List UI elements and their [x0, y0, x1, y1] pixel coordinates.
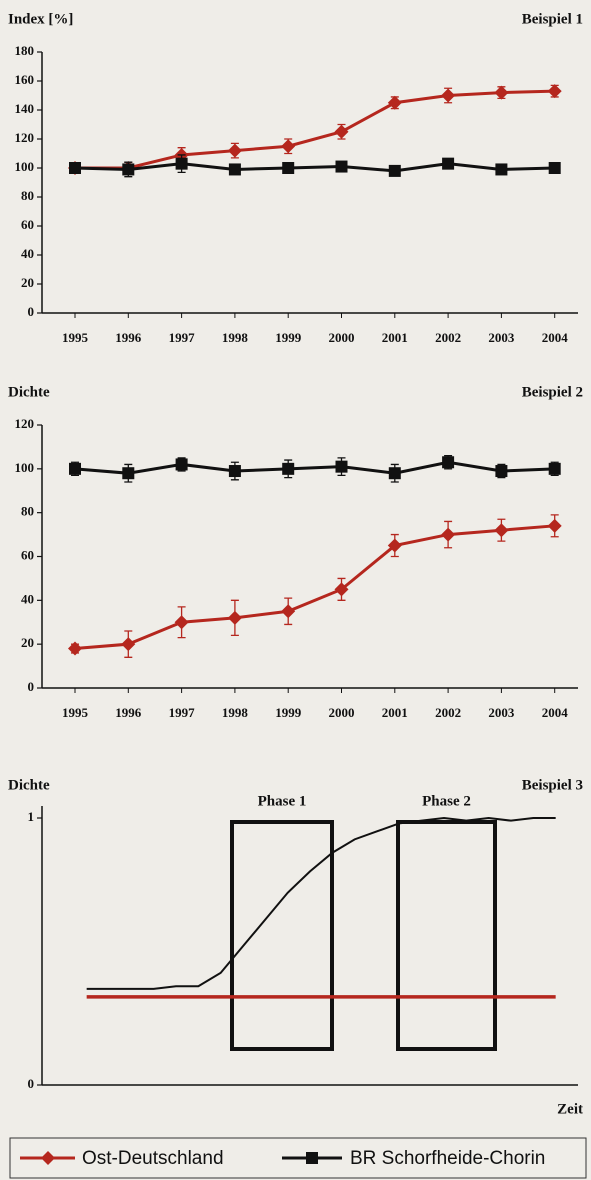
marker: [334, 582, 349, 597]
series-line: [74, 460, 555, 475]
x-tick-label: 2000: [329, 705, 355, 720]
marker: [548, 462, 561, 475]
marker: [495, 465, 508, 478]
x-tick-label: 1997: [169, 705, 196, 720]
y-tick-label: 120: [15, 130, 35, 145]
marker: [281, 604, 296, 619]
marker: [174, 615, 189, 630]
x-tick-label: 1997: [169, 330, 196, 345]
y-tick-label: 160: [15, 72, 35, 87]
marker: [334, 124, 349, 139]
x-tick-label: 2002: [435, 330, 461, 345]
chart-title: Dichte: [8, 777, 50, 793]
marker: [547, 518, 562, 533]
marker: [227, 610, 242, 625]
x-tick-label: 1999: [275, 705, 302, 720]
marker: [495, 163, 508, 176]
marker: [121, 637, 136, 652]
x-tick-label: 1996: [115, 330, 142, 345]
marker: [387, 95, 402, 110]
y-tick-label: 0: [28, 1076, 35, 1091]
y-tick-label: 40: [21, 246, 34, 261]
phase-label: Phase 1: [258, 793, 307, 809]
y-tick-label: 140: [15, 101, 35, 116]
x-tick-label: 1996: [115, 705, 142, 720]
x-tick-label: 2004: [542, 330, 569, 345]
y-tick-label: 80: [21, 504, 34, 519]
chart-title: Index [%]: [8, 11, 73, 27]
x-tick-label: 2003: [488, 330, 515, 345]
marker: [387, 538, 402, 553]
y-tick-label: 80: [21, 188, 34, 203]
marker: [41, 1151, 55, 1165]
x-tick-label: 2001: [382, 330, 408, 345]
series-line: [75, 89, 555, 170]
y-tick-label: 100: [15, 159, 35, 174]
y-tick-label: 120: [15, 416, 35, 431]
y-tick-label: 60: [21, 547, 34, 562]
y-tick-label: 180: [15, 43, 35, 58]
marker: [441, 527, 456, 542]
phase-label: Phase 2: [422, 793, 471, 809]
x-tick-label: 2002: [435, 705, 461, 720]
phase-box: [396, 820, 497, 1051]
marker: [335, 460, 348, 473]
marker: [282, 462, 295, 475]
marker: [494, 85, 509, 100]
marker: [442, 157, 455, 170]
y-tick-label: 40: [21, 591, 34, 606]
legend-box: [9, 1137, 587, 1179]
marker: [69, 162, 81, 174]
chart-subtitle: Beispiel 2: [522, 384, 583, 400]
marker: [68, 641, 82, 656]
marker: [547, 84, 562, 99]
y-tick-label: 100: [15, 460, 35, 475]
marker: [494, 523, 509, 538]
marker: [228, 163, 241, 176]
marker: [227, 143, 242, 158]
marker: [228, 465, 241, 478]
marker: [548, 162, 561, 174]
marker: [175, 157, 188, 170]
phase-box: [230, 820, 334, 1051]
marker: [388, 164, 401, 177]
marker: [388, 467, 401, 480]
chart-subtitle: Beispiel 1: [522, 11, 583, 27]
x-tick-label: 1995: [62, 330, 89, 345]
marker: [122, 163, 135, 176]
legend-label: BR Schorfheide-Chorin: [350, 1148, 545, 1169]
marker: [69, 462, 81, 475]
x-tick-label: 1995: [62, 705, 89, 720]
marker: [442, 456, 455, 469]
series-line: [74, 524, 555, 651]
marker: [335, 160, 348, 173]
x-tick-label: 1998: [222, 330, 249, 345]
y-tick-label: 20: [21, 635, 34, 650]
x-tick-label: 2004: [542, 705, 569, 720]
marker: [306, 1152, 318, 1164]
marker: [282, 162, 295, 174]
y-tick-label: 0: [28, 304, 35, 319]
x-tick-label: 2001: [382, 705, 408, 720]
marker: [175, 458, 188, 471]
marker: [441, 88, 456, 103]
chart-subtitle: Beispiel 3: [522, 777, 583, 793]
marker: [122, 467, 135, 480]
series-line: [86, 816, 556, 990]
chart-title: Dichte: [8, 384, 50, 400]
x-tick-label: 1998: [222, 705, 249, 720]
marker: [281, 139, 296, 154]
series-line: [74, 162, 555, 173]
y-tick-label: 1: [28, 809, 35, 824]
x-axis-label: Zeit: [557, 1101, 583, 1117]
x-tick-label: 2000: [329, 330, 355, 345]
x-tick-label: 1999: [275, 330, 302, 345]
y-tick-label: 0: [28, 679, 35, 694]
x-tick-label: 2003: [488, 705, 515, 720]
y-tick-label: 60: [21, 217, 34, 232]
y-tick-label: 20: [21, 275, 34, 290]
legend-label: Ost-Deutschland: [82, 1148, 224, 1169]
